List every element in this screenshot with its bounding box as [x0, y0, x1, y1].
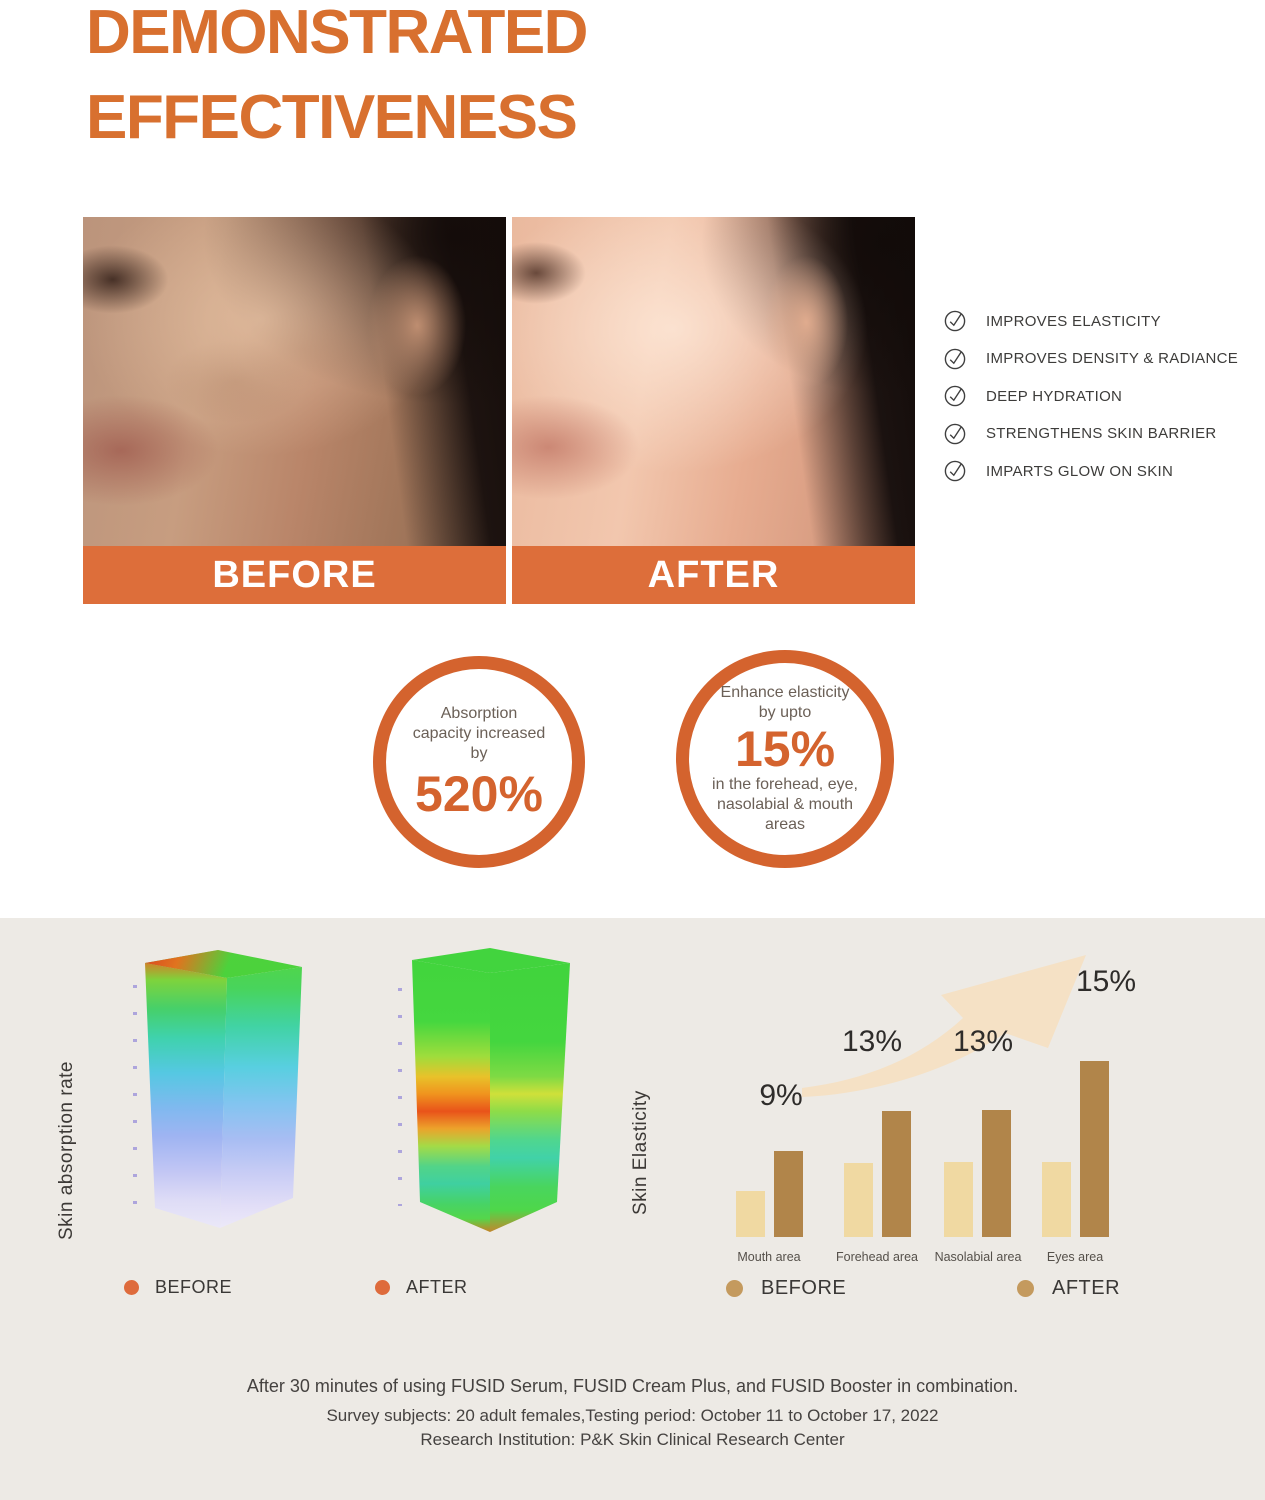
absorption-stat-circle: Absorption capacity increased by 520%: [373, 656, 585, 868]
bar-before: [736, 1191, 765, 1237]
legend-dot-icon: [1017, 1280, 1034, 1297]
bar-after: [982, 1110, 1011, 1237]
legend-label: AFTER: [1052, 1277, 1121, 1299]
legend-absorption-after: AFTER: [375, 1277, 468, 1298]
page-title: DEMONSTRATED EFFECTIVENESS: [86, 0, 588, 160]
category-label: Forehead area: [835, 1250, 918, 1264]
after-label: AFTER: [647, 553, 780, 596]
legend-label: BEFORE: [761, 1277, 847, 1299]
page-title-line2: EFFECTIVENESS: [86, 83, 578, 152]
check-circle-icon: [944, 385, 966, 407]
absorption-heatmap-before: [143, 948, 308, 1238]
before-photo: [83, 217, 506, 546]
legend-label: AFTER: [406, 1277, 468, 1297]
benefits-list: IMPROVES ELASTICITY IMPROVES DENSITY & R…: [944, 310, 1238, 498]
benefit-item: IMPROVES ELASTICITY: [944, 310, 1238, 332]
legend-elasticity-after: AFTER: [1017, 1277, 1120, 1300]
bar-before: [944, 1162, 973, 1237]
axis-ticks: [398, 988, 402, 1206]
legend-absorption-before: BEFORE: [124, 1277, 232, 1298]
value-label: 15%: [1075, 965, 1137, 998]
after-label-bar: AFTER: [512, 546, 915, 604]
category-label: Mouth area: [737, 1250, 801, 1264]
bar-after: [1080, 1061, 1109, 1237]
category-label: Nasolabial area: [934, 1250, 1022, 1264]
check-circle-icon: [944, 348, 966, 369]
stat-text: areas: [764, 816, 806, 833]
page-title-line1: DEMONSTRATED: [86, 0, 588, 67]
benefit-item: IMPARTS GLOW ON SKIN: [944, 460, 1238, 482]
before-label: BEFORE: [212, 553, 377, 596]
elasticity-axis-label: Skin Elasticity: [630, 1090, 651, 1215]
legend-dot-icon: [375, 1280, 390, 1295]
stat-value: 520%: [415, 766, 543, 822]
category-label: Eyes area: [1046, 1250, 1104, 1264]
benefit-label: IMPROVES ELASTICITY: [986, 312, 1161, 330]
value-label: 13%: [952, 1025, 1014, 1058]
stat-value: 15%: [734, 721, 836, 777]
legend-elasticity-before: BEFORE: [726, 1277, 846, 1300]
elasticity-stat-circle: Enhance elasticity by upto 15% in the fo…: [676, 650, 894, 868]
benefit-label: IMPARTS GLOW ON SKIN: [986, 462, 1174, 480]
stat-text: Absorption: [440, 705, 518, 722]
stat-text: nasolabial & mouth: [716, 796, 854, 813]
check-circle-icon: [944, 460, 966, 482]
benefit-label: DEEP HYDRATION: [986, 387, 1123, 405]
value-label: 9%: [759, 1079, 803, 1112]
benefit-label: STRENGTHENS SKIN BARRIER: [986, 425, 1217, 442]
axis-ticks: [133, 985, 137, 1211]
footer-line-2: Survey subjects: 20 adult females,Testin…: [326, 1406, 939, 1425]
footer-line-1: After 30 minutes of using FUSID Serum, F…: [246, 1376, 1019, 1396]
cube-face: [490, 963, 570, 1232]
bar-after: [774, 1151, 803, 1237]
stat-text: by: [470, 745, 488, 762]
stat-text: in the forehead, eye,: [712, 776, 858, 793]
stat-text: Enhance elasticity: [720, 684, 850, 701]
absorption-heatmap-after: [408, 946, 573, 1236]
benefit-label: IMPROVES DENSITY & RADIANCE: [986, 350, 1239, 367]
bar-before: [844, 1163, 873, 1237]
bar-before: [1042, 1162, 1071, 1237]
stat-text: by upto: [758, 704, 812, 721]
legend-label: BEFORE: [155, 1277, 233, 1297]
check-circle-icon: [944, 310, 966, 332]
cube-face: [220, 967, 302, 1228]
after-photo: [512, 217, 915, 546]
before-label-bar: BEFORE: [83, 546, 506, 604]
footer-line-3: Research Institution: P&K Skin Clinical …: [420, 1430, 845, 1449]
stat-text: capacity increased: [412, 725, 546, 742]
cube-face: [412, 960, 490, 1232]
benefit-item: DEEP HYDRATION: [944, 385, 1238, 407]
benefit-item: IMPROVES DENSITY & RADIANCE: [944, 348, 1238, 370]
benefit-item: STRENGTHENS SKIN BARRIER: [944, 423, 1238, 445]
legend-dot-icon: [124, 1280, 139, 1295]
legend-dot-icon: [726, 1280, 743, 1297]
check-circle-icon: [944, 423, 966, 444]
value-label: 13%: [841, 1025, 903, 1058]
cube-face: [145, 963, 227, 1228]
bar-after: [882, 1111, 911, 1237]
absorption-axis-label: Skin absorption rate: [56, 1061, 77, 1241]
